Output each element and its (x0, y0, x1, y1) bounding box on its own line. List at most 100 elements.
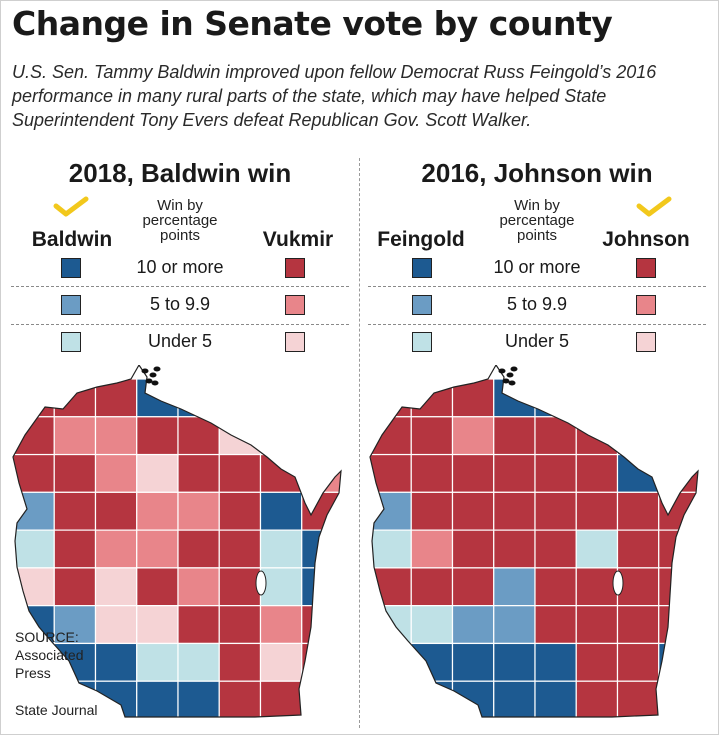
rep-candidate-label: Vukmir (262, 228, 334, 251)
county (53, 529, 97, 569)
county (136, 453, 179, 493)
legend-label: 5 to 9.9 (506, 294, 568, 314)
county (94, 605, 138, 645)
county (575, 567, 619, 607)
legend-heading: Win by percentage points (115, 198, 245, 243)
county (493, 605, 536, 645)
island-shape (149, 372, 157, 378)
county (177, 680, 220, 717)
county (136, 416, 179, 456)
legend-heading-line: Win by (514, 197, 560, 214)
county (301, 453, 341, 493)
county (13, 529, 55, 569)
county (370, 453, 412, 493)
legend-swatch-rep (285, 332, 305, 352)
county (94, 491, 138, 531)
county (410, 453, 454, 493)
county (259, 642, 303, 682)
county (94, 567, 138, 607)
county (658, 642, 698, 682)
county (136, 642, 179, 682)
legend-swatch-rep (636, 332, 656, 352)
legend-swatch-dem (412, 295, 432, 315)
county (616, 491, 660, 531)
county (616, 453, 660, 493)
legend-swatch-rep (636, 258, 656, 278)
legend-swatch-rep (636, 295, 656, 315)
county (177, 491, 220, 531)
legend-swatch-dem (412, 332, 432, 352)
credit-line: State Journal (15, 702, 98, 718)
county (658, 529, 698, 569)
county (53, 453, 97, 493)
county (301, 605, 341, 645)
county (53, 567, 97, 607)
graphic-title: Change in Senate vote by county (12, 4, 613, 43)
panel-title: 2016, Johnson win (421, 158, 653, 188)
county (575, 453, 619, 493)
legend-swatch-dem (61, 258, 81, 278)
legend-row: Under 5 (362, 329, 712, 355)
county (13, 491, 55, 531)
panel-divider (359, 158, 360, 728)
county (534, 680, 577, 717)
county (658, 416, 698, 456)
county (658, 605, 698, 645)
county (451, 567, 495, 607)
county (259, 378, 303, 418)
legend-row: 5 to 9.9 (5, 292, 355, 318)
county (94, 529, 138, 569)
county (575, 491, 619, 531)
county (177, 416, 220, 456)
county (94, 378, 138, 418)
county (13, 378, 55, 418)
legend-heading-line: points (516, 227, 558, 244)
county (575, 416, 619, 456)
county (259, 529, 303, 569)
checkmark-icon (53, 196, 89, 217)
county (451, 605, 495, 645)
county (177, 453, 220, 493)
legend-heading: Win by percentage points (472, 198, 602, 243)
county (534, 491, 577, 531)
island-shape (498, 368, 506, 374)
county-group (370, 378, 698, 717)
county (658, 378, 698, 418)
county (218, 605, 262, 645)
county (177, 642, 220, 682)
source-line: Press (15, 665, 51, 681)
island-shape (508, 380, 516, 386)
county (94, 642, 138, 682)
legend-label: 5 to 9.9 (149, 294, 211, 314)
island-shape (145, 378, 153, 384)
county (410, 491, 454, 531)
legend-swatch-rep (285, 295, 305, 315)
panel-2018: 2018, Baldwin win Baldwin Vukmir Win by … (5, 150, 355, 730)
island-shape (141, 368, 149, 374)
county (534, 453, 577, 493)
county (616, 642, 660, 682)
lake-shape (255, 570, 267, 596)
legend-heading-line: Win by (157, 197, 203, 214)
legend-swatch-dem (412, 258, 432, 278)
county (370, 378, 412, 418)
county (53, 491, 97, 531)
graphic-subtitle: U.S. Sen. Tammy Baldwin improved upon fe… (12, 62, 657, 130)
county (177, 605, 220, 645)
county (177, 529, 220, 569)
county (94, 680, 138, 717)
legend-label: Under 5 (147, 331, 213, 351)
legend-separator (11, 286, 349, 287)
county (658, 453, 698, 493)
county (534, 529, 577, 569)
county (218, 416, 262, 456)
source-note: SOURCE: Associated Press (15, 628, 83, 682)
county-map-2016 (369, 365, 699, 718)
county (13, 453, 55, 493)
county-map-2018 (12, 365, 342, 718)
legend-separator (368, 286, 706, 287)
county (218, 453, 262, 493)
county (53, 378, 97, 418)
county (658, 567, 698, 607)
county (218, 491, 262, 531)
